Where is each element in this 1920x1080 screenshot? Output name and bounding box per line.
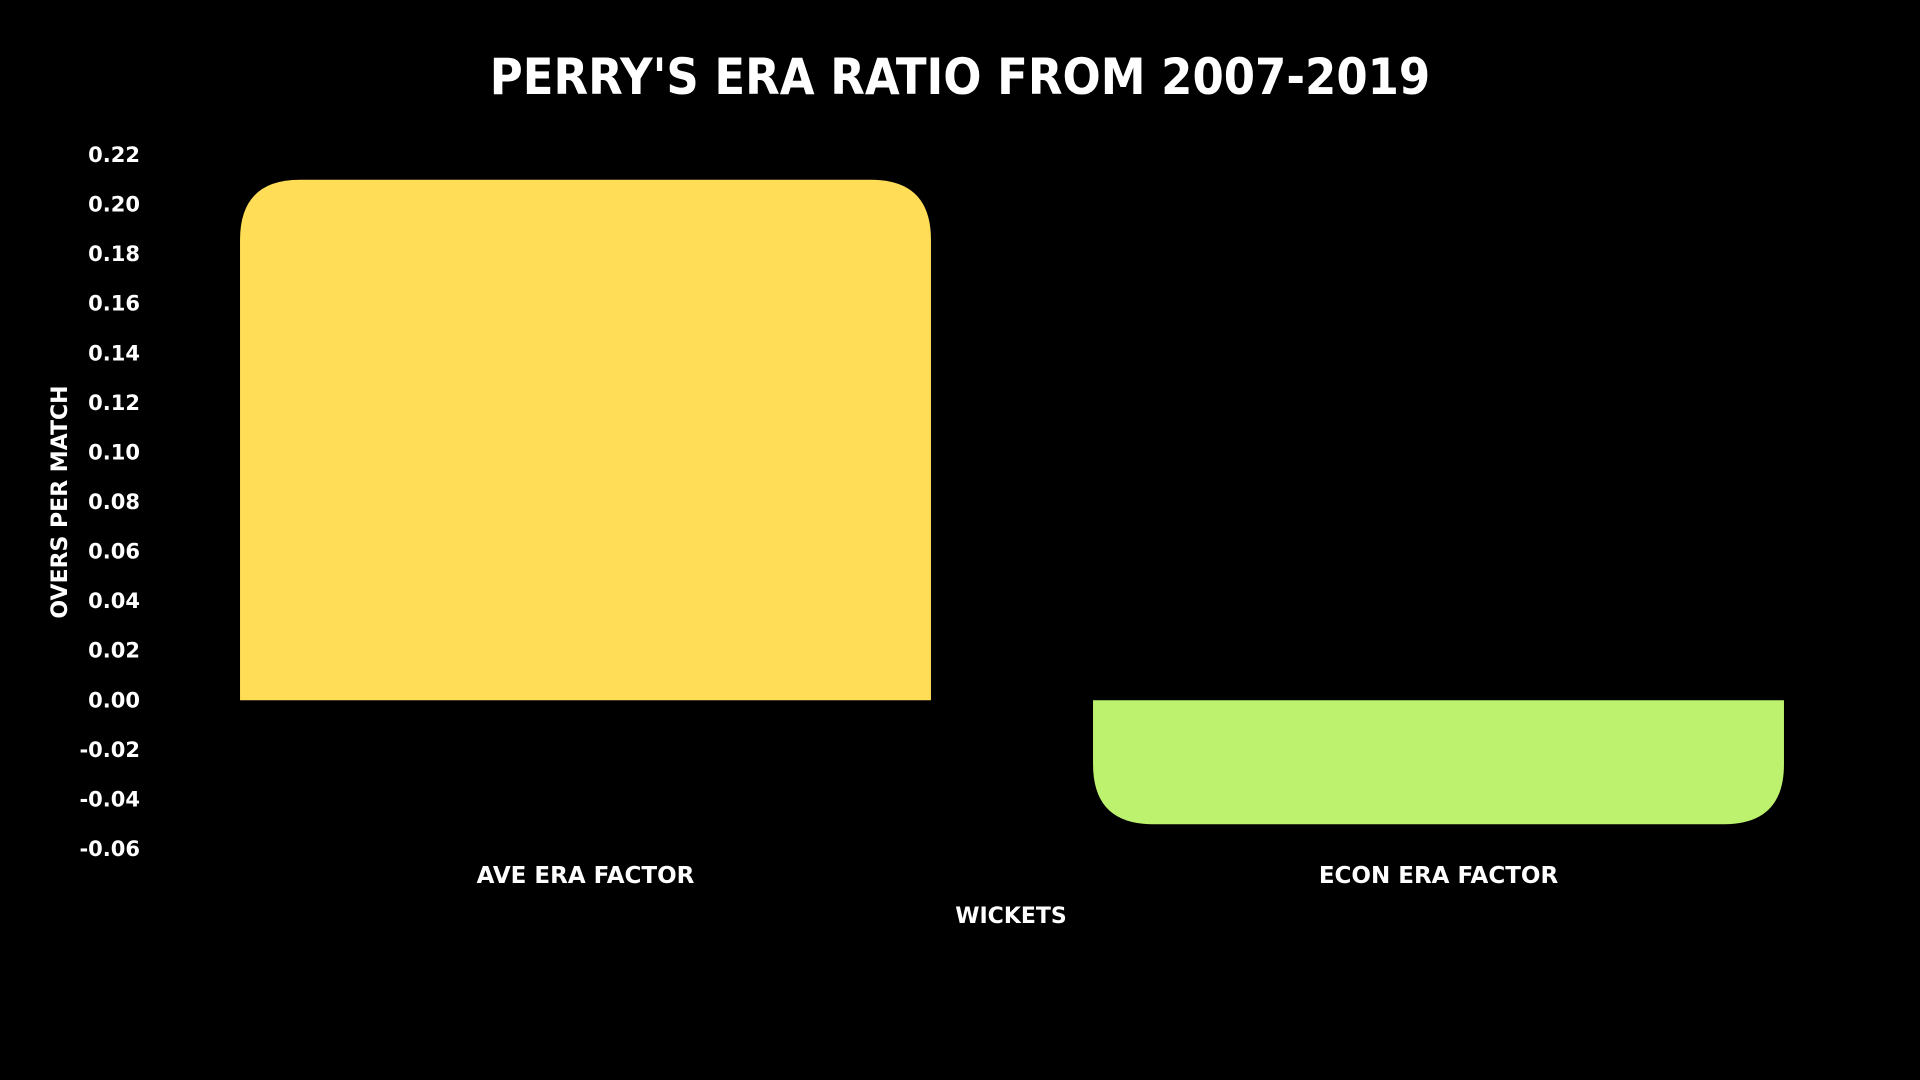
bar-econ-era-factor	[1093, 700, 1784, 825]
y-tick-label: 0.12	[88, 391, 140, 415]
y-tick-label: 0.04	[88, 589, 140, 613]
x-tick-label: AVE ERA FACTOR	[477, 863, 695, 889]
y-axis-ticks: 0.22 0.20 0.18 0.16 0.14 0.12 0.10 0.08 0.06 0.04…	[79, 143, 140, 861]
x-axis-label: WICKETS	[955, 904, 1067, 929]
y-tick-label: 0.14	[88, 341, 140, 365]
y-tick-label: -0.06	[79, 837, 140, 861]
y-tick-label: 0.16	[88, 292, 140, 316]
y-tick-label: 0.18	[88, 242, 140, 266]
y-tick-label: 0.06	[88, 540, 140, 564]
y-tick-label: 0.08	[88, 490, 140, 514]
bars	[240, 179, 1784, 825]
y-tick-label: 0.22	[88, 143, 140, 167]
y-tick-label: 0.20	[88, 193, 140, 217]
y-tick-label: -0.04	[79, 787, 140, 811]
x-axis-ticks: AVE ERA FACTOR ECON ERA FACTOR	[477, 863, 1559, 889]
y-tick-label: 0.00	[88, 688, 140, 712]
x-tick-label: ECON ERA FACTOR	[1319, 863, 1559, 889]
y-tick-label: 0.02	[88, 639, 140, 663]
y-axis-label: OVERS PER MATCH	[48, 385, 73, 618]
chart-title: PERRY'S ERA RATIO FROM 2007-2019	[490, 48, 1430, 106]
y-tick-label: 0.10	[88, 440, 140, 464]
y-tick-label: -0.02	[79, 738, 140, 762]
bar-ave-era-factor	[240, 179, 931, 701]
